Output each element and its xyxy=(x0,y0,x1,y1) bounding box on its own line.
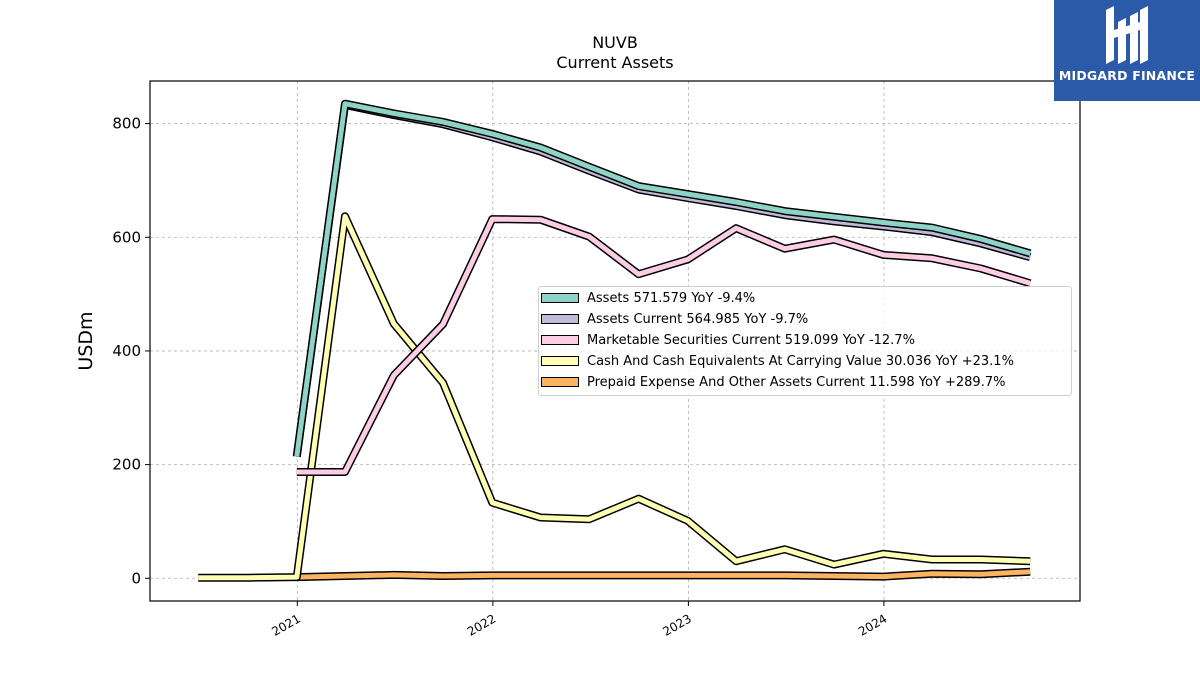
y-tick-label: 600 xyxy=(112,228,141,246)
legend-item-prepaid-expense: Prepaid Expense And Other Assets Current… xyxy=(539,372,1005,392)
legend-swatch xyxy=(541,314,579,324)
legend-label: Prepaid Expense And Other Assets Current… xyxy=(587,374,1006,390)
series-line xyxy=(294,102,1031,458)
y-tick-label: 200 xyxy=(112,456,141,474)
plot-frame xyxy=(149,80,1081,602)
y-axis-label: USDm xyxy=(75,311,97,370)
series-line xyxy=(294,101,1031,457)
y-tick-label: 0 xyxy=(131,569,141,587)
legend-swatch xyxy=(541,356,579,366)
legend-item-assets: Assets 571.579 YoY -9.4% xyxy=(539,288,755,308)
legend-item-assets-current: Assets Current 564.985 YoY -9.7% xyxy=(539,309,808,329)
legend-label: Assets Current 564.985 YoY -9.7% xyxy=(587,311,809,327)
series-outline xyxy=(292,99,1032,457)
series-outline xyxy=(292,100,1032,458)
logo-text: MIDGARD FINANCE xyxy=(1058,68,1196,83)
series-line xyxy=(296,569,1031,580)
y-tick-label: 800 xyxy=(112,115,141,133)
logo-mark-icon xyxy=(1106,6,1148,64)
legend-swatch xyxy=(541,293,579,303)
x-axis-ticks: 2021 2022 2023 2024 xyxy=(269,601,889,639)
y-tick-label: 400 xyxy=(112,342,141,360)
legend-item-marketable-securities: Marketable Securities Current 519.099 Yo… xyxy=(539,330,915,350)
chart-legend: Assets 571.579 YoY -9.4% Assets Current … xyxy=(538,286,1072,396)
legend-item-cash: Cash And Cash Equivalents At Carrying Va… xyxy=(539,351,1014,371)
legend-label: Marketable Securities Current 519.099 Yo… xyxy=(587,332,915,348)
brand-logo: MIDGARD FINANCE xyxy=(1054,0,1200,101)
x-tick-label: 2021 xyxy=(269,611,302,638)
legend-swatch xyxy=(541,335,579,345)
x-tick-label: 2023 xyxy=(660,611,693,638)
y-axis-ticks: 0 200 400 600 800 xyxy=(112,115,150,587)
series-lines xyxy=(198,99,1032,582)
x-tick-label: 2024 xyxy=(856,611,889,638)
legend-label: Cash And Cash Equivalents At Carrying Va… xyxy=(587,353,1014,369)
chart-subtitle: Current Assets xyxy=(556,53,674,72)
series-line xyxy=(198,213,1031,581)
legend-swatch xyxy=(541,377,579,387)
series-line xyxy=(296,216,1031,475)
chart-title: NUVB xyxy=(592,33,638,52)
legend-label: Assets 571.579 YoY -9.4% xyxy=(587,290,756,306)
x-tick-label: 2022 xyxy=(465,611,498,638)
